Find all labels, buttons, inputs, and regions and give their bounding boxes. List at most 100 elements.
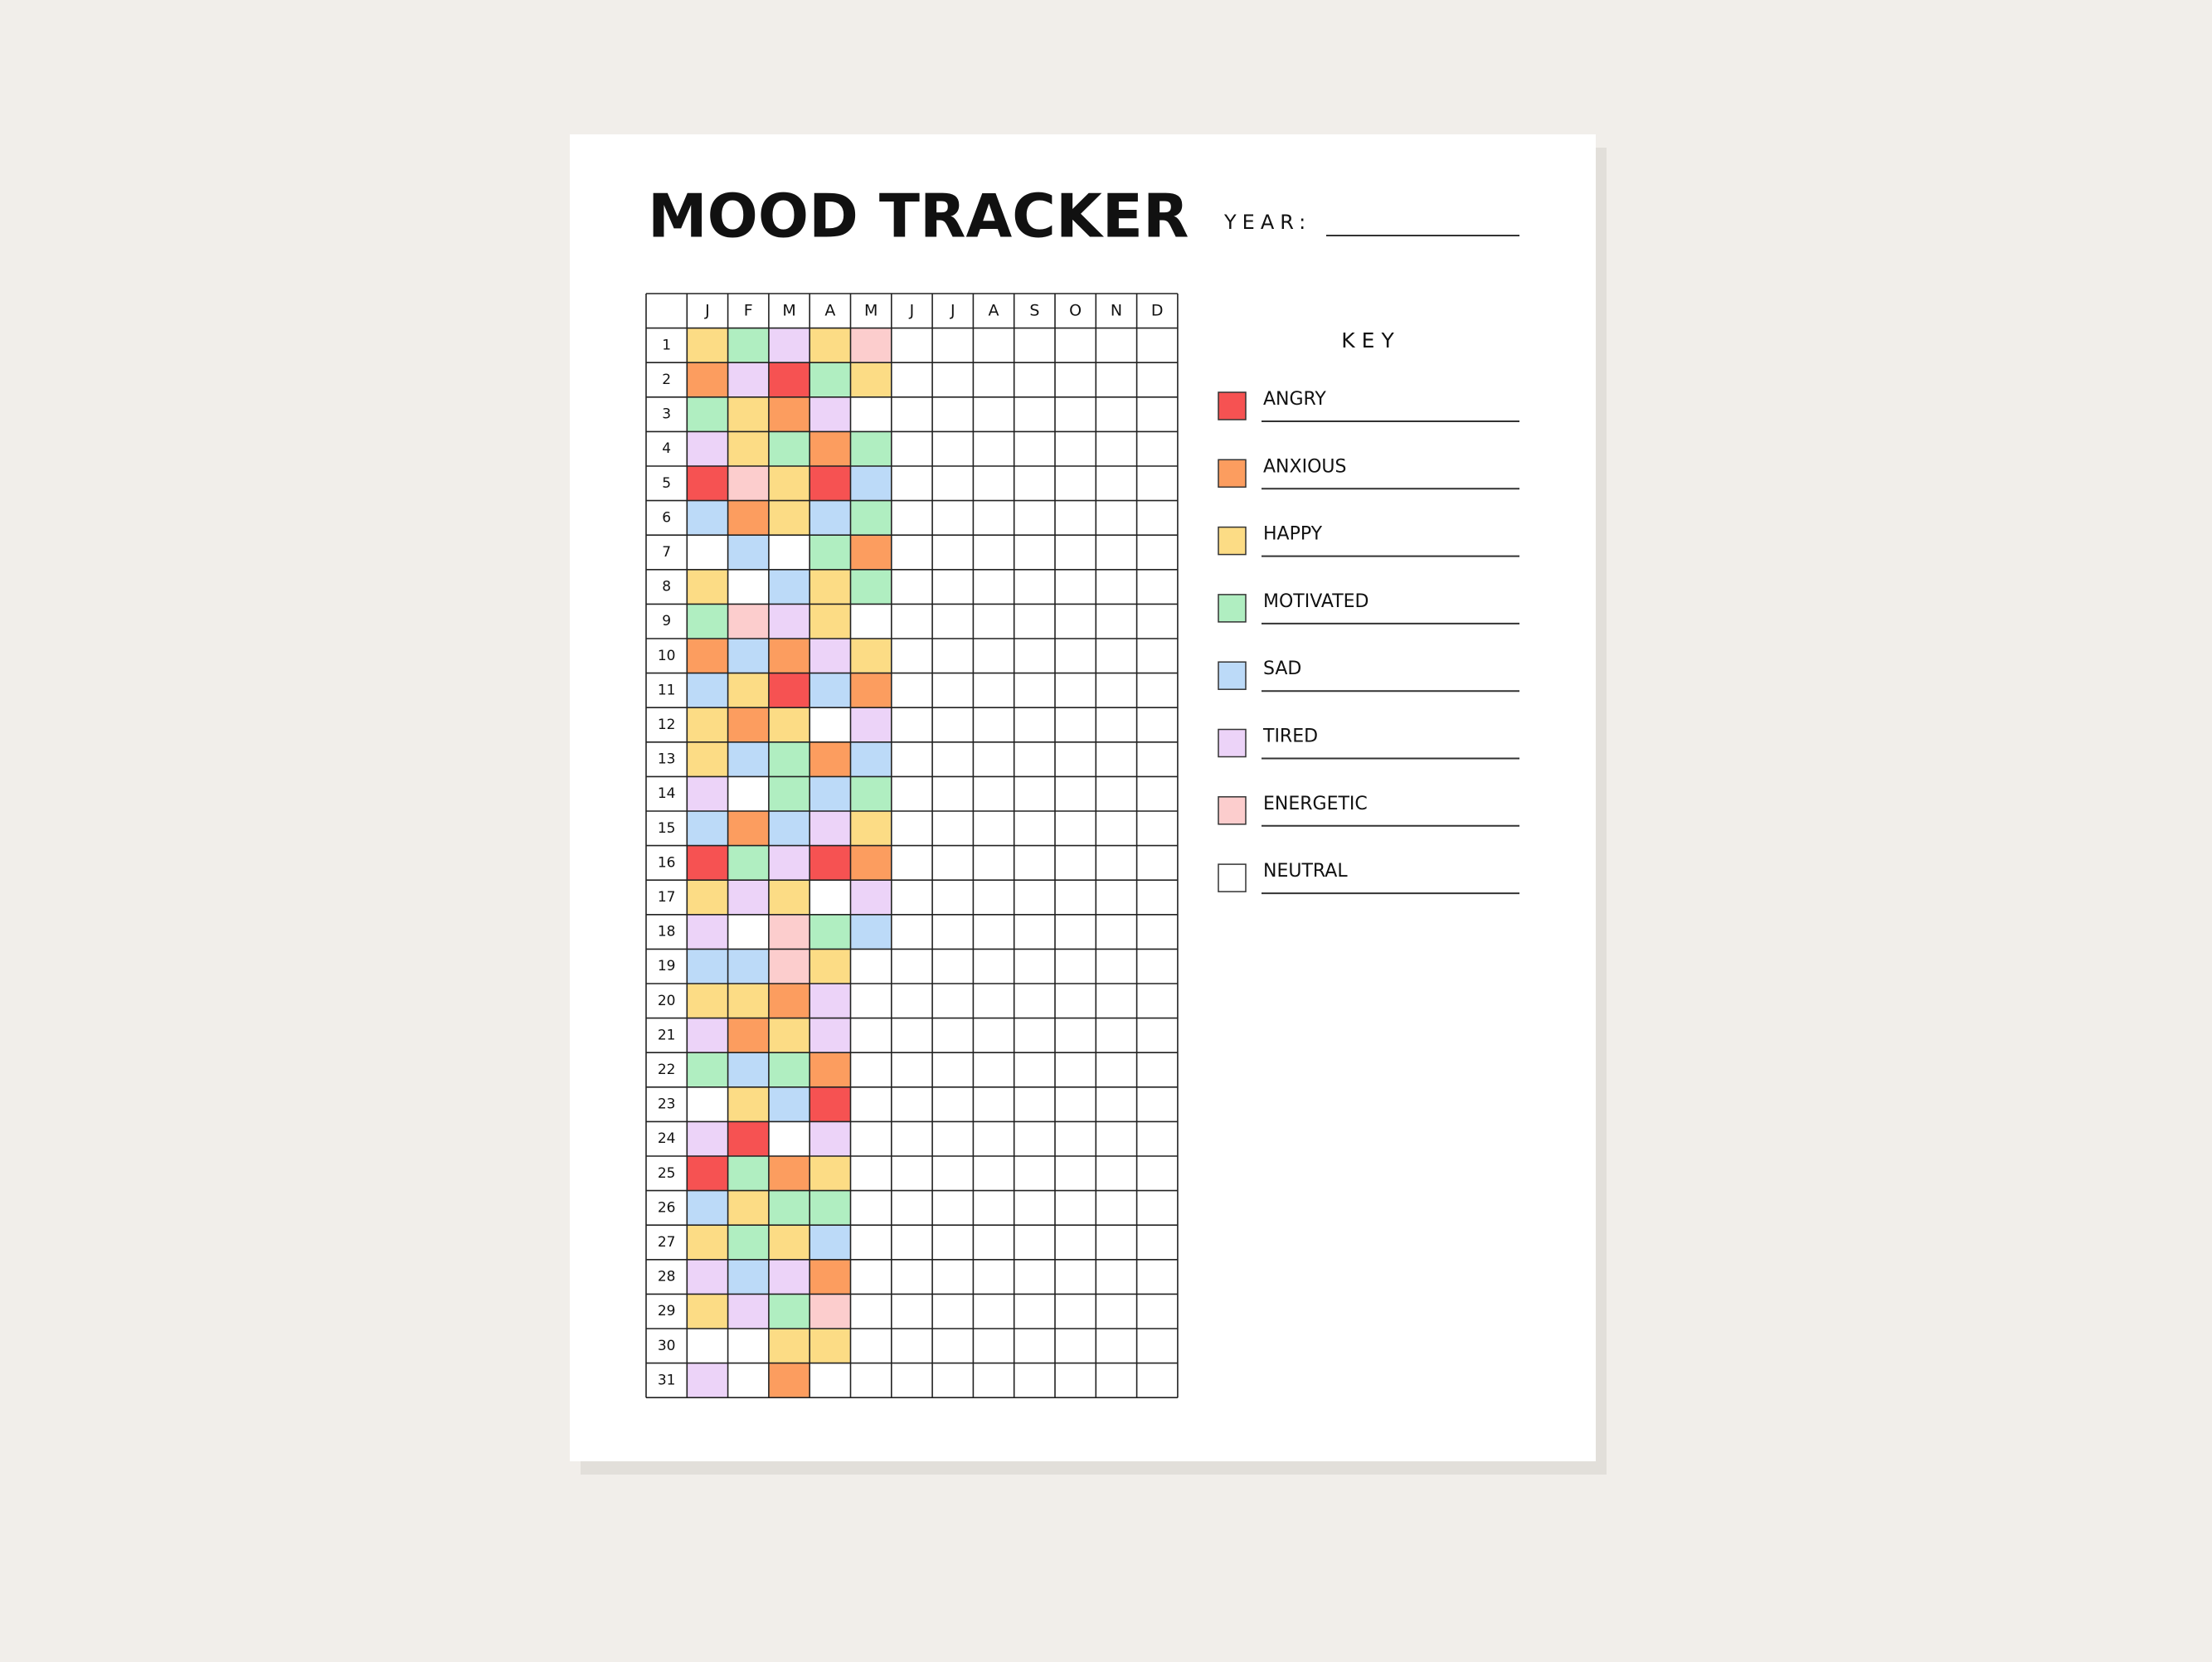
key-label: SAD <box>1263 658 1301 679</box>
day-label: 3 <box>662 406 671 423</box>
mood-cell <box>727 639 769 673</box>
day-label: 12 <box>658 717 676 733</box>
mood-cell <box>809 1086 851 1122</box>
mood-cell <box>768 880 810 915</box>
mood-cell <box>687 1329 728 1363</box>
mood-cell <box>768 569 810 605</box>
mood-cell <box>809 569 851 605</box>
mood-cell <box>687 673 728 708</box>
mood-cell <box>687 1086 728 1122</box>
key-swatch <box>1218 526 1247 556</box>
mood-cell <box>687 1294 728 1329</box>
day-label: 29 <box>658 1303 676 1319</box>
mood-cell <box>727 466 769 501</box>
mood-cell <box>727 984 769 1018</box>
day-label: 17 <box>658 889 676 906</box>
day-label: 31 <box>658 1372 676 1388</box>
mood-cell <box>768 1294 810 1329</box>
mood-cell <box>809 673 851 708</box>
mood-cell <box>768 535 810 570</box>
mood-cell <box>687 1363 728 1398</box>
mood-cell <box>809 500 851 536</box>
mood-cell <box>850 362 892 397</box>
mood-cell <box>850 604 892 639</box>
day-label: 24 <box>658 1130 676 1147</box>
key-title: KEY <box>1341 328 1400 352</box>
mood-cell <box>768 949 810 984</box>
mood-cell <box>850 328 892 363</box>
mood-cell <box>809 707 851 742</box>
mood-cell <box>850 811 892 846</box>
mood-cell <box>687 880 728 915</box>
mood-cell <box>768 1121 810 1156</box>
mood-cell <box>809 1225 851 1260</box>
mood-cell <box>809 984 851 1018</box>
mood-cell <box>727 1329 769 1363</box>
mood-cell <box>768 362 810 397</box>
mood-cell <box>809 811 851 846</box>
month-label: S <box>1029 301 1039 319</box>
key-label: HAPPY <box>1263 524 1323 545</box>
mood-cell <box>850 535 892 570</box>
mood-cell <box>850 396 892 432</box>
mood-cell <box>768 1363 810 1398</box>
mood-cell <box>727 845 769 881</box>
day-label: 18 <box>658 924 676 940</box>
mood-cell <box>727 1294 769 1329</box>
month-label: J <box>950 301 955 319</box>
mood-cell <box>850 845 892 881</box>
mood-cell <box>850 466 892 501</box>
mood-cell <box>809 1294 851 1329</box>
mood-cell <box>687 741 728 777</box>
day-label: 4 <box>662 440 671 457</box>
mood-cell <box>727 500 769 536</box>
day-label: 19 <box>658 958 676 974</box>
mood-cell <box>768 707 810 742</box>
month-label: A <box>824 301 835 319</box>
mood-cell <box>687 1018 728 1053</box>
key-label: ANGRY <box>1263 389 1326 410</box>
day-label: 2 <box>662 372 671 388</box>
day-label: 13 <box>658 751 676 768</box>
mood-cell <box>768 1156 810 1191</box>
mood-cell <box>809 362 851 397</box>
mood-cell <box>727 362 769 397</box>
day-label: 8 <box>662 579 671 595</box>
mood-cell <box>850 741 892 777</box>
mood-cell <box>687 466 728 501</box>
mood-cell <box>727 1225 769 1260</box>
mood-cell <box>687 535 728 570</box>
key-swatch <box>1218 863 1247 892</box>
mood-cell <box>809 741 851 777</box>
mood-cell <box>809 328 851 363</box>
day-label: 26 <box>658 1199 676 1216</box>
mood-cell <box>850 776 892 811</box>
mood-cell <box>809 1329 851 1363</box>
month-label: N <box>1111 301 1122 319</box>
mood-cell <box>850 707 892 742</box>
mood-cell <box>687 707 728 742</box>
mood-cell <box>768 500 810 536</box>
mood-cell <box>850 880 892 915</box>
mood-cell <box>809 914 851 950</box>
mood-cell <box>768 1259 810 1295</box>
mood-cell <box>727 1259 769 1295</box>
mood-cell <box>768 984 810 1018</box>
mood-cell <box>768 1052 810 1087</box>
day-label: 11 <box>658 682 676 698</box>
mood-cell <box>727 949 769 984</box>
day-label: 16 <box>658 854 676 871</box>
mood-cell <box>727 880 769 915</box>
mood-cell <box>727 741 769 777</box>
month-label: F <box>744 301 753 319</box>
key-label: ENERGETIC <box>1263 794 1368 814</box>
mood-cell <box>809 1018 851 1053</box>
mood-cell <box>687 569 728 605</box>
mood-cell <box>687 811 728 846</box>
mood-cell <box>687 776 728 811</box>
mood-cell <box>687 1190 728 1226</box>
mood-cell <box>727 569 769 605</box>
day-label: 10 <box>658 648 676 664</box>
day-label: 1 <box>662 337 671 353</box>
